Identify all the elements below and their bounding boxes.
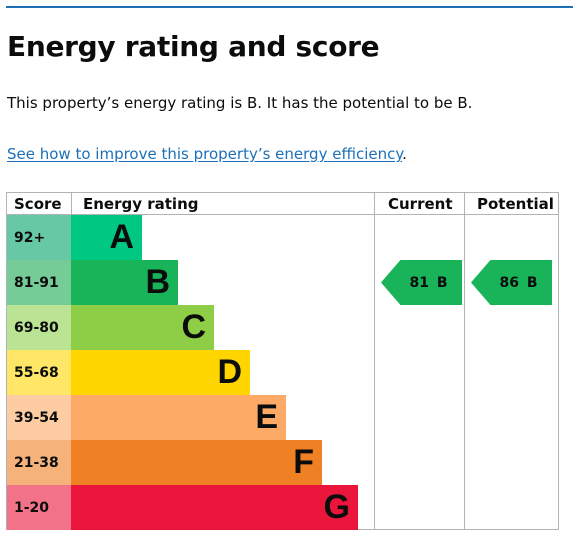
rating-bar-c: C — [71, 305, 214, 350]
page-title: Energy rating and score — [7, 30, 380, 63]
header-score: Score — [14, 195, 62, 213]
header-potential: Potential — [477, 195, 554, 213]
score-range-d: 55-68 — [7, 350, 71, 395]
header-divider — [7, 214, 558, 215]
column-divider-potential — [464, 193, 465, 529]
header-current: Current — [388, 195, 453, 213]
score-range-e: 39-54 — [7, 395, 71, 440]
rating-bar-f: F — [71, 440, 322, 485]
improve-link-paragraph: See how to improve this property’s energ… — [7, 145, 407, 163]
score-range-f: 21-38 — [7, 440, 71, 485]
score-range-g: 1-20 — [7, 485, 71, 530]
score-range-c: 69-80 — [7, 305, 71, 350]
column-divider-current — [374, 193, 375, 529]
score-range-b: 81-91 — [7, 260, 71, 305]
energy-rating-chart: Score Energy rating Current Potential 92… — [6, 192, 559, 530]
link-suffix: . — [402, 145, 407, 163]
top-rule — [6, 6, 573, 8]
rating-bar-g: G — [71, 485, 358, 530]
rating-bar-e: E — [71, 395, 286, 440]
rating-bar-d: D — [71, 350, 250, 395]
improve-efficiency-link[interactable]: See how to improve this property’s energ… — [7, 145, 403, 163]
header-energy-rating: Energy rating — [83, 195, 199, 213]
rating-bar-a: A — [71, 215, 142, 260]
energy-rating-summary: This property’s energy rating is B. It h… — [7, 94, 473, 112]
rating-bar-b: B — [71, 260, 178, 305]
potential-rating-indicator: 86 B — [471, 260, 552, 305]
current-rating-indicator: 81 B — [381, 260, 462, 305]
score-range-a: 92+ — [7, 215, 71, 260]
